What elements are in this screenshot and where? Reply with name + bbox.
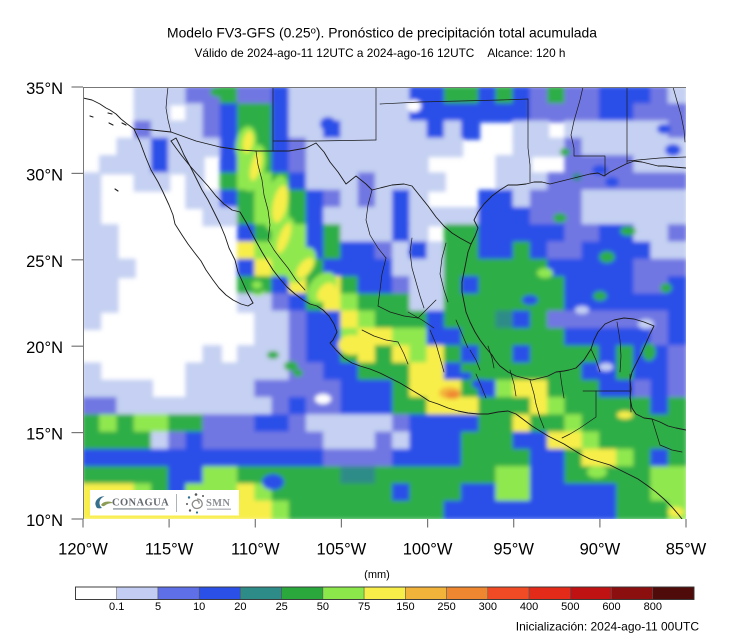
svg-text:Modelo FV3-GFS (0.25o). Pronós: Modelo FV3-GFS (0.25o). Pronóstico de pr… <box>167 25 597 41</box>
svg-text:250: 250 <box>437 601 455 613</box>
svg-text:120°W: 120°W <box>58 541 108 559</box>
svg-text:25°N: 25°N <box>26 253 63 271</box>
svg-text:20: 20 <box>234 601 246 613</box>
svg-text:300: 300 <box>479 601 497 613</box>
svg-text:100°W: 100°W <box>403 541 453 559</box>
svg-text:50: 50 <box>317 601 329 613</box>
svg-text:75: 75 <box>358 601 370 613</box>
svg-text:10: 10 <box>193 601 205 613</box>
svg-text:15°N: 15°N <box>26 426 63 444</box>
svg-text:5: 5 <box>155 601 161 613</box>
svg-text:800: 800 <box>644 601 662 613</box>
svg-text:400: 400 <box>520 601 538 613</box>
svg-text:85°W: 85°W <box>666 541 707 559</box>
svg-text:30°N: 30°N <box>26 166 63 184</box>
svg-text:105°W: 105°W <box>317 541 367 559</box>
svg-text:25: 25 <box>276 601 288 613</box>
svg-text:95°W: 95°W <box>493 541 534 559</box>
svg-text:600: 600 <box>602 601 620 613</box>
svg-text:20°N: 20°N <box>26 339 63 357</box>
svg-text:110°W: 110°W <box>231 541 280 559</box>
svg-text:150: 150 <box>396 601 414 613</box>
svg-text:Válido de 2024-ago-11 12UTC a: Válido de 2024-ago-11 12UTC a 2024-ago-1… <box>195 46 566 60</box>
svg-text:SMN: SMN <box>206 498 230 509</box>
svg-text:CONAGUA: CONAGUA <box>112 498 169 509</box>
svg-text:Inicialización: 2024-ago-11 00: Inicialización: 2024-ago-11 00UTC <box>516 620 700 634</box>
svg-text:115°W: 115°W <box>145 541 194 559</box>
svg-text:0.1: 0.1 <box>109 601 124 613</box>
svg-text:(mm): (mm) <box>364 569 390 581</box>
svg-text:10°N: 10°N <box>26 512 63 530</box>
svg-text:500: 500 <box>561 601 579 613</box>
svg-text:35°N: 35°N <box>26 80 63 98</box>
svg-text:90°W: 90°W <box>580 541 621 559</box>
